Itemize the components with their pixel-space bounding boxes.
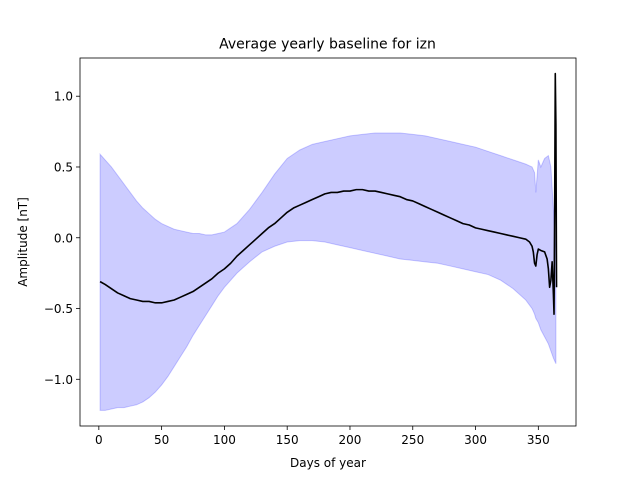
x-axis-label: Days of year <box>290 456 366 470</box>
x-tick-label: 300 <box>464 433 487 447</box>
plot-area <box>99 72 558 411</box>
x-tick-label: 0 <box>95 433 103 447</box>
chart-title: Average yearly baseline for izn <box>219 37 436 53</box>
y-tick-label: 0.5 <box>54 160 73 174</box>
mean-line <box>99 72 558 315</box>
y-tick-label: 1.0 <box>54 90 73 104</box>
y-tick-label: 0.0 <box>54 231 73 245</box>
x-tick-label: 200 <box>339 433 362 447</box>
confidence-band <box>99 132 557 411</box>
y-axis-ticks: −1.0 −0.5 0.0 0.5 1.0 <box>44 90 80 387</box>
x-tick-label: 150 <box>276 433 299 447</box>
x-axis-ticks: 0 50 100 150 200 250 300 350 <box>95 426 550 447</box>
y-axis-label: Amplitude [nT] <box>16 197 30 287</box>
y-tick-label: −0.5 <box>44 302 73 316</box>
x-tick-label: 100 <box>213 433 236 447</box>
x-tick-label: 250 <box>401 433 424 447</box>
axes-frame <box>79 57 577 427</box>
y-tick-label: −1.0 <box>44 373 73 387</box>
x-tick-label: 350 <box>527 433 550 447</box>
x-tick-label: 50 <box>154 433 169 447</box>
